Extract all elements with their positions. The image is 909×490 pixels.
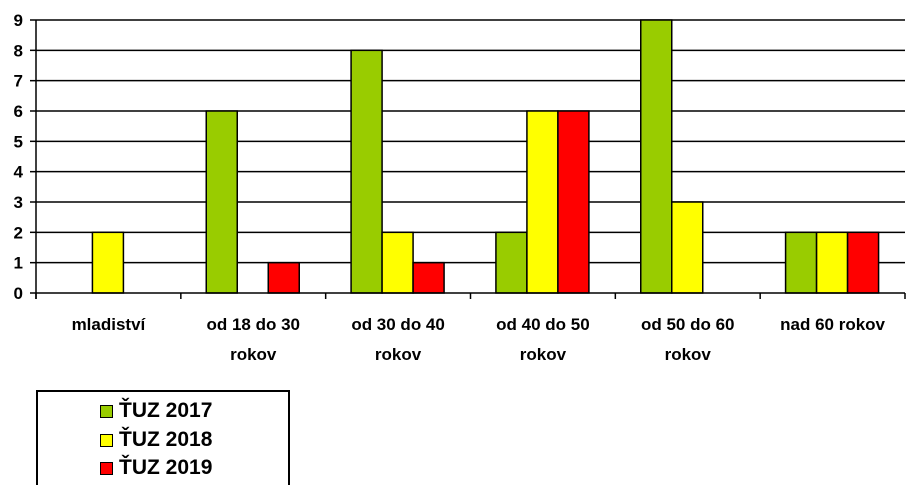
y-tick-label-7: 7	[14, 72, 23, 91]
legend-swatch-2019	[100, 461, 113, 475]
axes	[30, 19, 906, 299]
bar-s2-c3	[557, 110, 590, 294]
y-tick-label-4: 4	[14, 163, 24, 182]
bar-s0-c1	[205, 110, 238, 294]
x-tick-labels: mladiství od 18 do 30 rokov od 30 do 40 roko…	[72, 315, 886, 364]
y-tick-labels: 0 1 2 3 4 5 6 7 8 9	[14, 11, 24, 303]
bar-s0-c5	[784, 231, 818, 294]
legend-swatch-2018	[100, 433, 113, 447]
y-tick-label-6: 6	[14, 102, 23, 121]
bar-s1-c2	[381, 231, 414, 294]
bar-s0-c3	[495, 231, 528, 294]
x-tick-label-1: od 18 do 30 rokov	[206, 315, 300, 364]
bar-s2-c2	[412, 261, 445, 294]
bars	[91, 19, 880, 294]
legend-label-2019: ŤUZ 2019	[119, 456, 213, 479]
x-tick-label-2: od 30 do 40 rokov	[351, 315, 445, 364]
y-tick-label-3: 3	[14, 193, 23, 212]
y-tick-label-9: 9	[14, 11, 23, 30]
x-tick-label-4: od 50 do 60 rokov	[641, 315, 735, 364]
bar-s1-c4	[671, 201, 704, 294]
y-tick-label-8: 8	[14, 41, 23, 60]
bar-s1-c5	[815, 231, 849, 294]
gridlines	[36, 19, 905, 264]
y-tick-label-5: 5	[14, 132, 23, 151]
legend-item-2017: ŤUZ 2017	[100, 398, 212, 424]
bar-s0-c2	[350, 49, 383, 294]
bar-s1-c3	[526, 110, 559, 294]
x-tick-label-3: od 40 do 50 rokov	[496, 315, 590, 364]
y-tick-label-0: 0	[14, 284, 23, 303]
legend-label-2018: ŤUZ 2018	[119, 428, 213, 451]
legend: ŤUZ 2017 ŤUZ 2018 ŤUZ 2019	[36, 390, 290, 485]
legend-item-2019: ŤUZ 2019	[100, 455, 212, 481]
legend-item-2018: ŤUZ 2018	[100, 427, 212, 453]
bar-s2-c1	[267, 261, 300, 294]
bar-s0-c4	[640, 19, 673, 294]
x-tick-label-5: nad 60 rokov	[780, 315, 885, 334]
bar-s1-c0	[91, 231, 125, 294]
bar-s2-c5	[846, 231, 880, 294]
legend-label-2017: ŤUZ 2017	[119, 399, 213, 422]
y-tick-label-2: 2	[14, 223, 23, 242]
y-tick-label-1: 1	[14, 254, 23, 273]
x-tick-label-0: mladiství	[72, 315, 147, 334]
legend-swatch-2017	[100, 404, 113, 418]
